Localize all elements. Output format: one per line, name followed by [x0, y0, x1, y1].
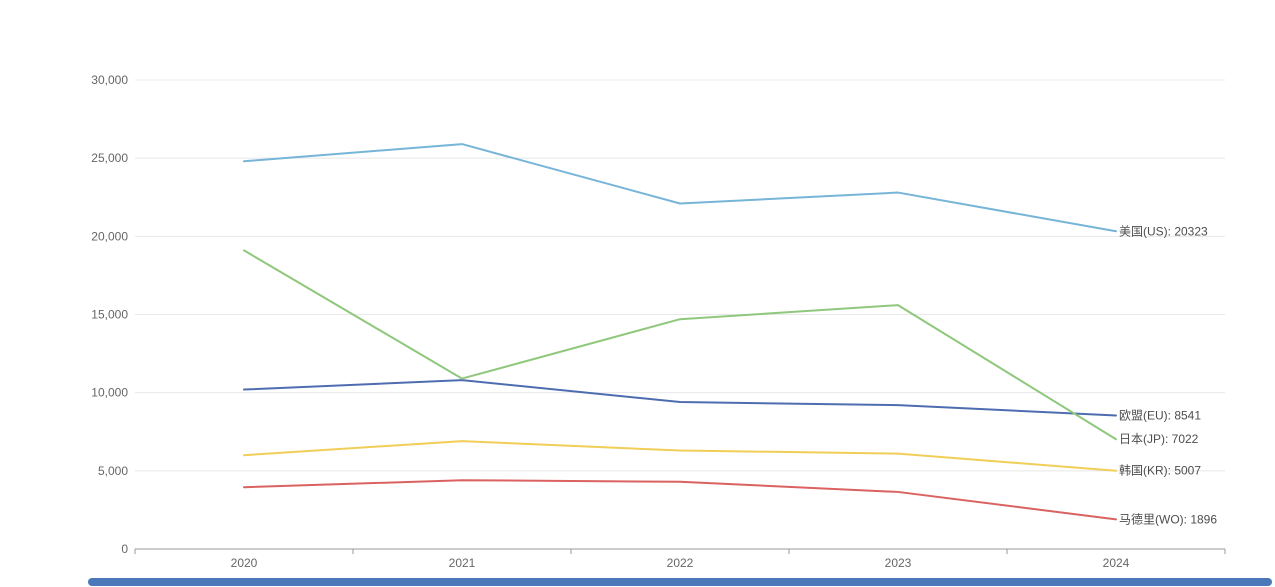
y-axis-tick-label: 30,000: [91, 73, 128, 87]
x-axis-tick-label: 2021: [449, 556, 476, 570]
series-line: [243, 479, 1117, 521]
series-line: [243, 249, 1117, 441]
series-line: [243, 379, 1117, 417]
series-end-label: 美国(US): 20323: [1119, 224, 1208, 238]
x-axis-tick-label: 2024: [1103, 556, 1130, 570]
series-end-label: 日本(JP): 7022: [1119, 432, 1199, 446]
series-end-label: 欧盟(EU): 8541: [1119, 408, 1201, 422]
line-chart-canvas: 0 5,000 10,000 15,000 20,000 25,000 30,000 2020…: [91, 73, 1226, 570]
y-axis-tick-label: 10,000: [91, 386, 128, 400]
series-line: [243, 440, 1117, 472]
y-axis-tick-label: 20,000: [91, 229, 128, 243]
horizontal-scrollbar-thumb[interactable]: [88, 578, 1272, 586]
x-axis-tick-label: 2023: [885, 556, 912, 570]
series-line: [243, 143, 1117, 233]
series-end-label: 马德里(WO): 1896: [1119, 511, 1217, 526]
y-axis-tick-label: 25,000: [91, 151, 128, 165]
series-end-label: 韩国(KR): 5007: [1119, 463, 1201, 478]
horizontal-scrollbar-track[interactable]: [0, 577, 1275, 587]
y-axis-tick-label: 5,000: [98, 464, 128, 478]
y-axis-tick-label: 15,000: [91, 308, 128, 322]
y-axis-tick-label: 0: [121, 542, 128, 556]
x-axis-tick-label: 2020: [231, 556, 258, 570]
x-axis-tick-label: 2022: [667, 556, 694, 570]
